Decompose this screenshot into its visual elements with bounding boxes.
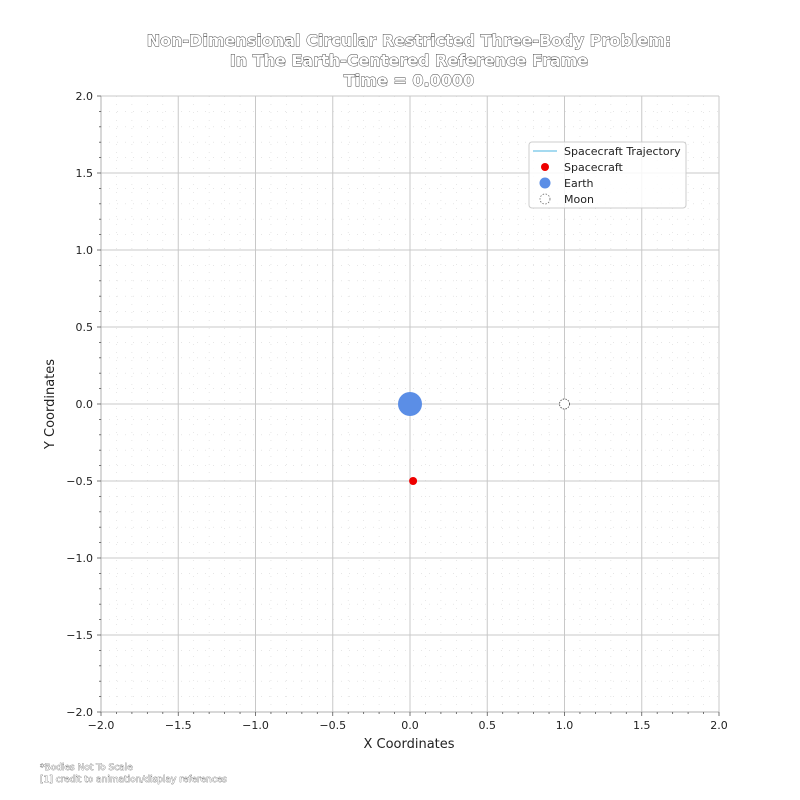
title-line-1: Non-Dimensional Circular Restricted Thre… [147,31,671,50]
x-tick-label: −0.5 [319,719,346,732]
x-axis-label: X Coordinates [363,737,454,752]
earth-marker [398,392,422,416]
footnotes: *Bodies Not To Scale [1] credit to anima… [40,763,228,786]
y-tick-label: 2.0 [76,90,94,103]
y-axis-label: Y Coordinates [43,359,58,450]
y-tick-label: −1.5 [66,629,93,642]
x-tick-label: 2.0 [710,719,728,732]
legend: Spacecraft Trajectory Spacecraft Earth M… [528,141,687,209]
x-tick-label: 0.0 [401,719,419,732]
legend-trajectory-label: Spacecraft Trajectory [564,145,681,158]
legend-spacecraft-swatch [541,163,549,171]
tick-labels: −2.0 −1.5 −1.0 −0.5 0.0 0.5 1.0 1.5 2.0 −2.0 −1.5 −… [66,90,727,732]
legend-moon-label: Moon [564,193,594,206]
legend-spacecraft-label: Spacecraft [564,161,624,174]
data-marks [398,392,570,485]
x-tick-label: 1.0 [556,719,574,732]
y-tick-label: −1.0 [66,552,93,565]
y-tick-label: 0.5 [76,321,94,334]
legend-frame [528,141,687,209]
moon-marker [559,398,570,410]
chart-title: Non-Dimensional Circular Restricted Thre… [146,31,671,91]
title-line-3: Time = 0.0000 [344,71,474,90]
x-tick-label: −2.0 [88,719,115,732]
spacecraft-marker [409,477,418,485]
tick-marks [97,95,720,716]
y-tick-label: 0.0 [76,398,94,411]
legend-earth-label: Earth [564,177,594,190]
y-tick-label: −2.0 [66,706,93,719]
title-line-2: In The Earth-Centered Reference Frame [230,51,588,70]
legend-earth-swatch [539,177,551,189]
footnote-2: [1] credit to animation/display referenc… [40,775,227,785]
x-tick-label: 1.5 [633,719,651,732]
legend-moon-swatch [539,193,551,205]
x-tick-label: −1.0 [242,719,269,732]
y-tick-label: −0.5 [66,475,93,488]
x-tick-label: 0.5 [479,719,497,732]
footnote-1: *Bodies Not To Scale [40,763,133,773]
y-tick-label: 1.0 [76,244,94,257]
x-tick-label: −1.5 [165,719,192,732]
y-tick-label: 1.5 [76,167,94,180]
